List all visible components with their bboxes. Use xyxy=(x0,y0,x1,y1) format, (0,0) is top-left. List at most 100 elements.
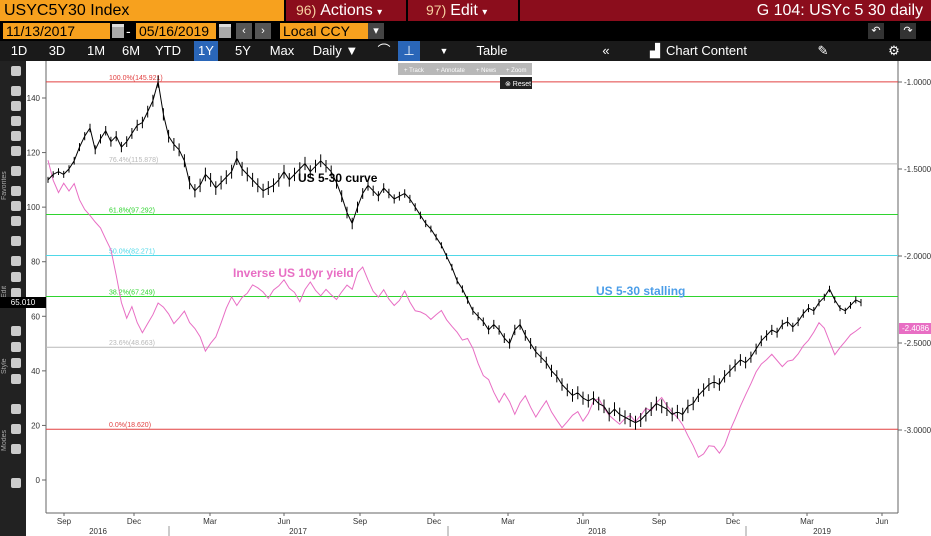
x-tick-label: Jun xyxy=(278,517,291,526)
favorites-label: Favorites xyxy=(1,171,8,200)
chart-mode-icon[interactable] xyxy=(11,444,21,454)
chart-annotation: US 5-30 curve xyxy=(298,171,378,185)
fib-level-label: 76.4%(115.878) xyxy=(109,157,158,164)
prev-arrow-icon[interactable]: ‹ xyxy=(236,23,252,39)
tools-icon[interactable] xyxy=(11,116,21,126)
range-dash: - xyxy=(126,23,131,39)
separator xyxy=(406,0,408,21)
edit-pencil-icon[interactable]: ✎ xyxy=(817,43,829,58)
pencil-icon[interactable] xyxy=(11,201,21,211)
end-date-field[interactable]: 05/16/2019 xyxy=(136,23,216,39)
width-icon[interactable] xyxy=(11,404,21,414)
right-tick-label: -3.0000 xyxy=(904,426,931,435)
gear-icon[interactable] xyxy=(11,478,21,488)
right-price-tag-label: -2.4086 xyxy=(902,324,930,333)
currency-select[interactable]: Local CCY xyxy=(280,23,368,39)
edit-shortcut: 97) xyxy=(426,2,447,18)
separator xyxy=(284,0,286,21)
redo-icon[interactable]: ↷ xyxy=(900,23,916,39)
x-year-label: 2017 xyxy=(289,527,307,536)
left-tick-label: 60 xyxy=(31,312,40,321)
table-button[interactable]: Table xyxy=(476,43,508,58)
x-tick-label: Jun xyxy=(577,517,590,526)
actions-menu[interactable]: 96) Actions ▾ xyxy=(296,0,382,21)
period-1y-button[interactable]: 1Y xyxy=(194,41,218,61)
period-3d-button[interactable]: 3D xyxy=(48,43,66,58)
ruler-icon[interactable] xyxy=(11,216,21,226)
chart-tools-bar xyxy=(398,63,532,75)
line-tool-icon[interactable] xyxy=(11,146,21,156)
x-tick-label: Jun xyxy=(876,517,889,526)
x-tick-label: Dec xyxy=(127,517,141,526)
left-tick-label: 20 xyxy=(31,421,40,430)
plot-background xyxy=(26,61,931,536)
left-tick-label: 0 xyxy=(36,476,41,485)
period-6m-button[interactable]: 6M xyxy=(121,43,141,58)
chevron-down-icon[interactable]: ▼ xyxy=(439,46,449,56)
calendar-icon[interactable] xyxy=(112,24,124,38)
next-arrow-icon[interactable]: › xyxy=(255,23,271,39)
date-range-bar xyxy=(0,21,931,41)
period-1m-button[interactable]: 1M xyxy=(86,43,106,58)
bar-chart-icon[interactable]: ⊥ xyxy=(398,41,420,61)
chart-tool-label: + Zoom xyxy=(506,68,527,74)
calendar-icon[interactable] xyxy=(219,24,231,38)
chart-tool-label: + News xyxy=(476,68,496,74)
fib-level-label: 61.8%(97.292) xyxy=(109,208,155,215)
edit-menu[interactable]: 97) Edit ▾ xyxy=(426,0,487,21)
collapse-icon[interactable]: « xyxy=(602,43,610,58)
crosshair-icon[interactable] xyxy=(11,101,21,111)
trash-icon[interactable] xyxy=(11,288,21,298)
chart-content-icon: ▟ xyxy=(650,43,660,58)
reset-label: ⊗ Reset xyxy=(505,81,531,88)
ticker-field[interactable]: USYC5Y30 Index xyxy=(0,0,284,21)
move-icon[interactable] xyxy=(11,272,21,282)
right-price-tag xyxy=(899,323,931,334)
gear-icon[interactable]: ⚙ xyxy=(888,43,900,58)
fib-level-label: 38.2%(67.249) xyxy=(109,290,155,297)
chart-content-button[interactable]: Chart Content xyxy=(666,43,747,58)
reset-button xyxy=(500,77,532,89)
fib-level-label: 0.0%(18.620) xyxy=(109,422,151,429)
period-max-button[interactable]: Max xyxy=(269,43,295,58)
actions-shortcut: 96) xyxy=(296,2,317,18)
fib-level-label: 100.0%(145.921) xyxy=(109,75,163,82)
brush-icon[interactable] xyxy=(11,186,21,196)
pen-icon[interactable] xyxy=(11,166,21,176)
mode-icon[interactable] xyxy=(11,424,21,434)
period-5y-button[interactable]: 5Y xyxy=(235,43,251,58)
left-tick-label: 140 xyxy=(27,94,41,103)
left-tick-label: 100 xyxy=(27,203,41,212)
chart-annotation: US 5-30 stalling xyxy=(596,284,685,298)
x-tick-label: Dec xyxy=(726,517,740,526)
chart-area[interactable]: 100.0%(145.921) 76.4%(115.878) 61.8%(97.29… xyxy=(26,61,931,536)
left-price-tag: 65.010 xyxy=(0,297,46,308)
right-tick-label: -2.5000 xyxy=(904,339,931,348)
frequency-label: Daily xyxy=(312,43,342,58)
period-1d-button[interactable]: 1D xyxy=(10,43,28,58)
color-icon[interactable] xyxy=(11,358,21,368)
shape-icon[interactable] xyxy=(11,256,21,266)
x-tick-label: Sep xyxy=(57,517,72,526)
actions-label: Actions xyxy=(320,2,373,19)
start-date-field[interactable]: 11/13/2017 xyxy=(3,23,110,39)
font-icon[interactable] xyxy=(11,326,21,336)
chart-svg[interactable]: 100.0%(145.921) 76.4%(115.878) 61.8%(97.29… xyxy=(26,61,931,536)
chevron-down-icon[interactable]: ▾ xyxy=(368,23,384,39)
fill-icon[interactable] xyxy=(11,342,21,352)
line-style-icon[interactable] xyxy=(11,374,21,384)
period-ytd-button[interactable]: YTD xyxy=(155,43,181,58)
right-tick-label: -1.0000 xyxy=(904,78,931,87)
modes-label: Modes xyxy=(1,429,8,451)
left-tick-label: 120 xyxy=(27,149,41,158)
x-tick-label: Sep xyxy=(353,517,368,526)
dropdown-icon: ▾ xyxy=(377,7,383,18)
undo-icon[interactable]: ↶ xyxy=(868,23,884,39)
zoom-icon[interactable] xyxy=(11,86,21,96)
toolbar xyxy=(0,41,931,61)
text-icon[interactable] xyxy=(11,236,21,246)
star-icon[interactable] xyxy=(11,131,21,141)
frequency-select[interactable]: Daily ▼ xyxy=(312,43,359,58)
pointer-icon[interactable] xyxy=(11,66,21,76)
line-chart-icon[interactable]: ⌒ xyxy=(377,43,391,58)
